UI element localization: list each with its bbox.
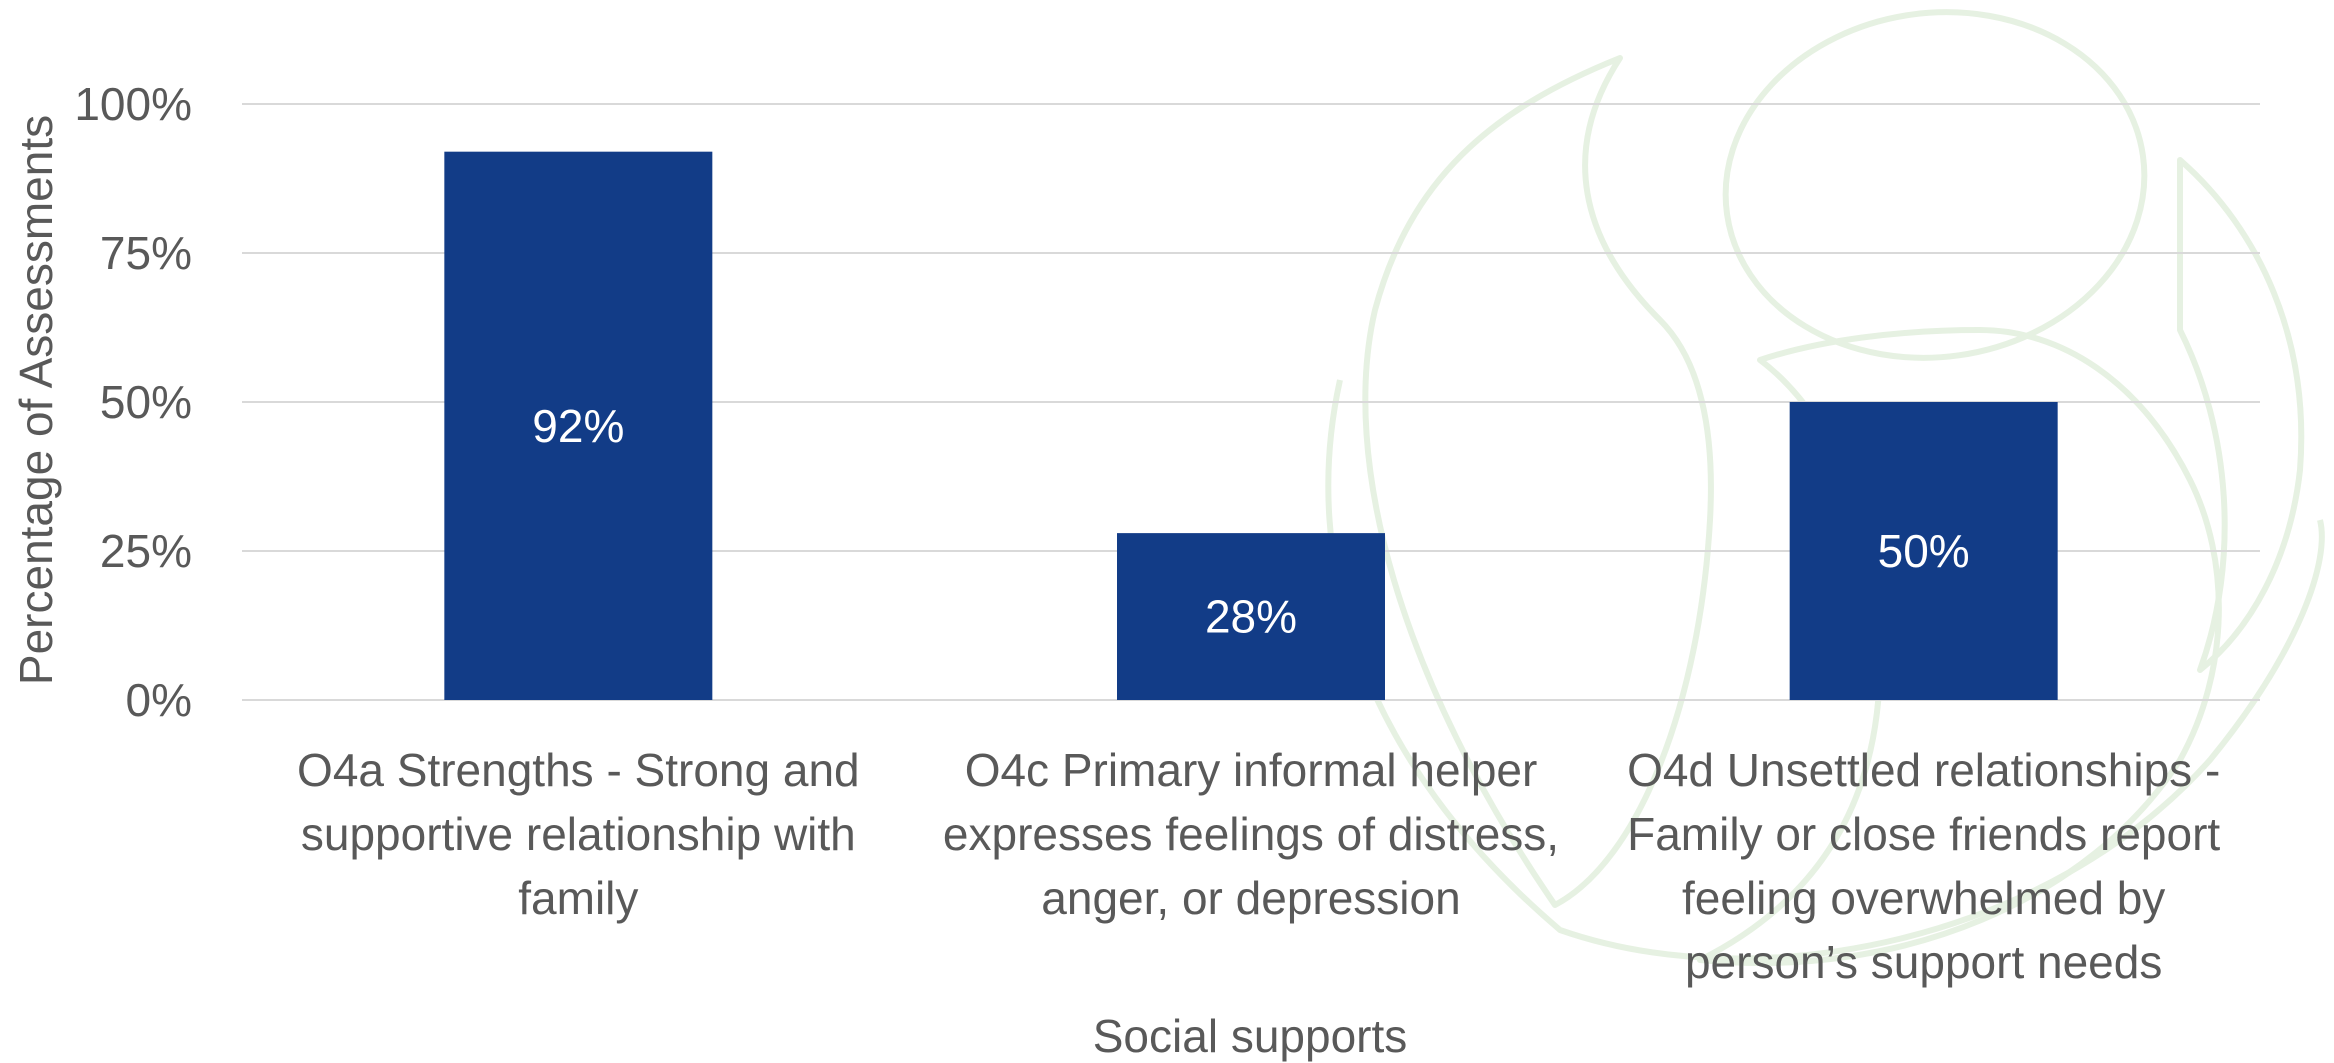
y-tick-label: 75% bbox=[100, 227, 192, 279]
data-label: 50% bbox=[1878, 525, 1970, 577]
category-label: O4c Primary informal helper expresses fee… bbox=[943, 744, 1559, 924]
data-label: 28% bbox=[1205, 591, 1297, 643]
bar bbox=[444, 151, 713, 700]
y-tick-label: 100% bbox=[74, 78, 192, 130]
y-axis-title: Percentage of Assessments bbox=[10, 115, 62, 685]
data-labels: 92% 28% 50% bbox=[532, 400, 1969, 643]
category-labels: O4a Strengths - Strong and supportive rel… bbox=[297, 744, 2220, 988]
x-axis-title: Social supports bbox=[1093, 1010, 1408, 1062]
y-tick-label: 25% bbox=[100, 525, 192, 577]
y-axis-ticks: 0% 25% 50% 75% 100% bbox=[74, 78, 192, 726]
bar bbox=[1117, 533, 1385, 700]
y-tick-label: 0% bbox=[126, 674, 192, 726]
bar bbox=[1789, 402, 2058, 700]
category-label: O4d Unsettled relationships -Family or c… bbox=[1627, 744, 2220, 988]
bars bbox=[444, 151, 2058, 700]
data-label: 92% bbox=[532, 400, 624, 452]
category-label: O4a Strengths - Strong and supportive rel… bbox=[297, 744, 860, 924]
y-tick-label: 50% bbox=[100, 376, 192, 428]
